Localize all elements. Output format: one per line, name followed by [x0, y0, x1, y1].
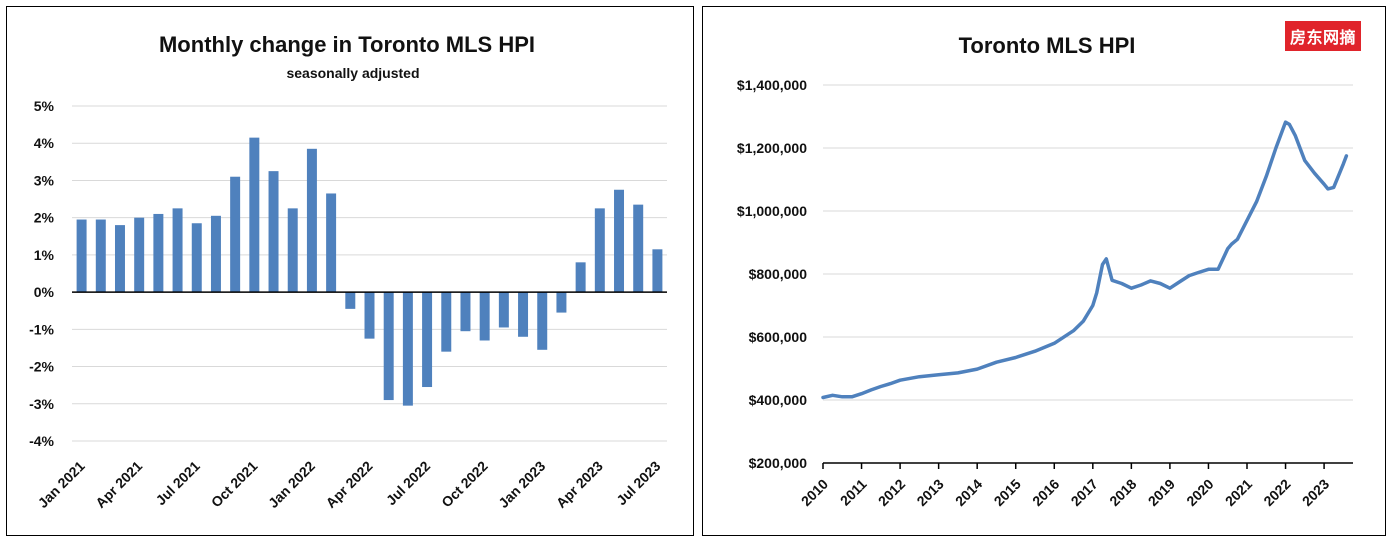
bar-aug-2022 — [441, 292, 452, 352]
x-tick-label: 2015 — [991, 476, 1024, 509]
bar-oct-2021 — [249, 137, 260, 293]
y-tick-label: $1,400,000 — [737, 77, 807, 93]
x-tick-label: 2022 — [1260, 476, 1293, 509]
bar-apr-2023 — [594, 208, 605, 293]
x-tick-label: 2013 — [913, 476, 946, 509]
y-tick-label: -4% — [29, 433, 54, 449]
bar-jan-2022 — [306, 148, 317, 293]
x-tick-label: 2014 — [952, 476, 985, 509]
bar-mar-2022 — [345, 292, 356, 309]
y-tick-label: 3% — [34, 172, 55, 188]
y-tick-label: $1,000,000 — [737, 203, 807, 219]
y-tick-label: $1,200,000 — [737, 140, 807, 156]
y-tick-label: 5% — [34, 98, 55, 114]
bar-nov-2021 — [268, 171, 279, 293]
hpi-series-line — [821, 120, 1349, 400]
x-tick-label: 2016 — [1029, 476, 1062, 509]
bar-dec-2021 — [287, 208, 298, 293]
bar-mar-2021 — [114, 225, 125, 293]
bar-feb-2021 — [95, 219, 106, 293]
bar-nov-2022 — [498, 292, 509, 328]
x-tick-label: 2021 — [1222, 476, 1255, 509]
bar-jul-2022 — [422, 292, 433, 388]
monthly-change-bar-chart: Monthly change in Toronto MLS HPI season… — [29, 32, 667, 511]
x-tick-label: 2023 — [1299, 476, 1332, 509]
bar-sep-2022 — [460, 292, 471, 332]
chart-title: Monthly change in Toronto MLS HPI — [159, 32, 535, 57]
x-tick-label: Jan 2023 — [495, 458, 548, 511]
x-tick-label: Oct 2022 — [438, 458, 491, 511]
x-tick-label: Jan 2021 — [35, 458, 88, 511]
y-tick-label: $400,000 — [749, 392, 808, 408]
bar-may-2022 — [383, 292, 394, 401]
y-tick-label: $800,000 — [749, 266, 808, 282]
bar-may-2021 — [153, 213, 164, 293]
bar-jul-2021 — [191, 223, 202, 293]
bar-apr-2022 — [364, 292, 375, 339]
y-tick-label: $600,000 — [749, 329, 808, 345]
bar-jul-2023 — [652, 249, 663, 293]
bar-dec-2022 — [518, 292, 529, 337]
y-tick-label: 2% — [34, 210, 55, 226]
x-tick-label: 2020 — [1183, 476, 1216, 509]
bar-sep-2021 — [230, 176, 241, 293]
bar-may-2023 — [614, 189, 625, 293]
monthly-change-chart-panel: Monthly change in Toronto MLS HPI season… — [6, 6, 694, 536]
chart-subtitle: seasonally adjusted — [286, 65, 419, 81]
bar-jun-2023 — [633, 204, 644, 293]
hpi-line-chart-panel: Toronto MLS HPI $1,400,000 $1,200,000 $1,0… — [702, 6, 1386, 536]
bar-oct-2022 — [479, 292, 490, 341]
x-tick-label: Apr 2023 — [553, 458, 606, 511]
bar-jun-2021 — [172, 208, 183, 293]
bar-feb-2023 — [556, 292, 567, 313]
x-tick-label: Oct 2021 — [208, 458, 261, 511]
x-tick-label: 2012 — [875, 476, 908, 509]
bar-feb-2022 — [326, 193, 337, 293]
bar-apr-2021 — [134, 217, 145, 293]
x-tick-label: 2011 — [837, 476, 870, 509]
y-tick-label: 1% — [34, 247, 55, 263]
x-tick-label: 2019 — [1145, 476, 1178, 509]
hpi-line-chart: Toronto MLS HPI $1,400,000 $1,200,000 $1,0… — [737, 33, 1353, 509]
x-tick-label: Jul 2022 — [383, 458, 434, 509]
bar-aug-2021 — [210, 215, 221, 293]
y-tick-label: -1% — [29, 321, 54, 337]
y-tick-label: 4% — [34, 135, 55, 151]
bar-jan-2021 — [76, 219, 87, 293]
x-tick-label: Jul 2023 — [613, 458, 664, 509]
watermark-logo: 房东网摘 — [1284, 21, 1361, 51]
x-tick-label: Apr 2022 — [322, 458, 375, 511]
x-tick-label: Apr 2021 — [92, 458, 145, 511]
chart-title: Toronto MLS HPI — [959, 33, 1136, 58]
x-tick-label: 2017 — [1068, 476, 1101, 509]
y-tick-label: $200,000 — [749, 455, 808, 471]
x-tick-label: 2010 — [798, 476, 831, 509]
y-tick-label: 0% — [34, 284, 55, 300]
bar-jun-2022 — [402, 292, 413, 406]
x-tick-label: Jul 2021 — [152, 458, 203, 509]
bar-mar-2023 — [575, 262, 586, 293]
y-tick-label: -2% — [29, 359, 54, 375]
y-tick-label: -3% — [29, 396, 54, 412]
x-tick-label: Jan 2022 — [265, 458, 318, 511]
bar-jan-2023 — [537, 292, 548, 350]
x-tick-label: 2018 — [1106, 476, 1139, 509]
